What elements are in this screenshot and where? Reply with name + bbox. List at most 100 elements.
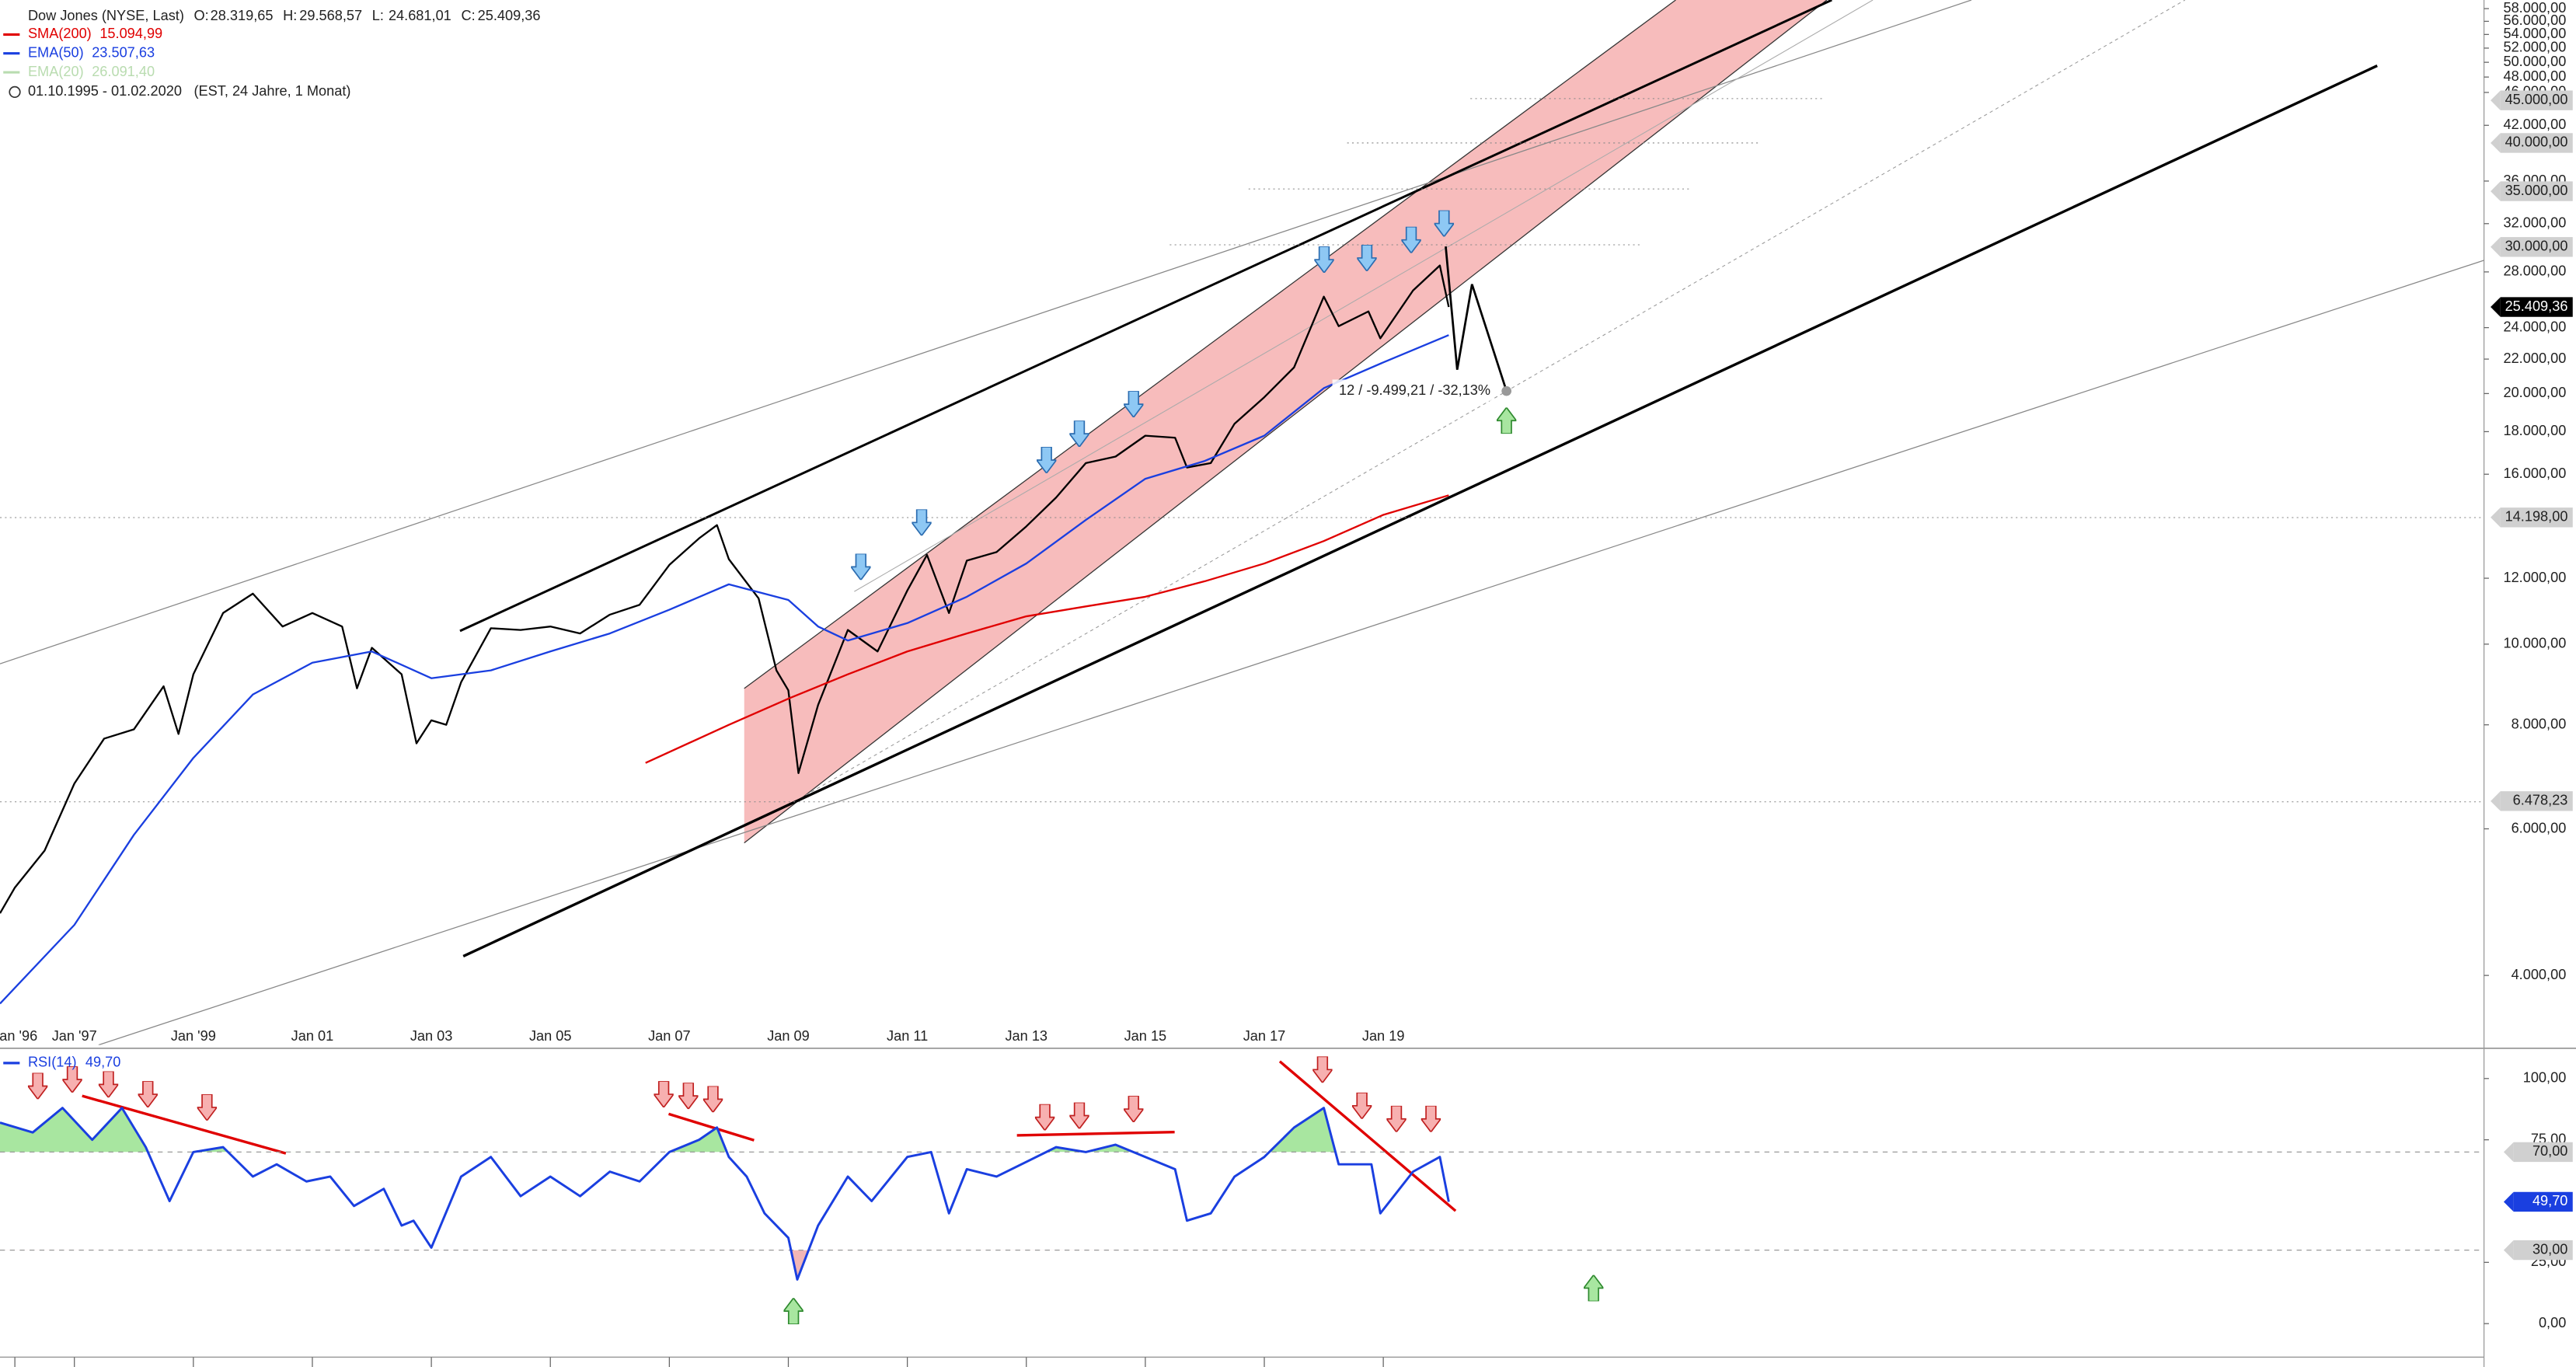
rsi-trend-line [82,1094,287,1155]
legend-name: SMA(200) [28,26,92,41]
rsi-legend-name: RSI(14) [28,1055,77,1070]
annotation-bg [1332,379,1494,401]
data-line [0,264,1450,914]
price-box-label: 40.000,00 [2505,134,2568,150]
clock-icon [9,85,21,99]
ohlc-value: 29.568,57 [299,8,362,23]
projection [1445,246,1508,392]
price-box-tip [2491,133,2501,153]
price-box-tip [2491,297,2501,317]
rsi-trend-lines [82,1060,1457,1212]
instrument-title: Dow Jones (NYSE, Last) [28,8,184,23]
trend-line [788,0,2186,806]
value-box-label: 70,00 [2532,1143,2567,1159]
price-box [2500,133,2573,153]
legend-value: 26.091,40 [92,64,155,79]
data-line [0,1107,1450,1281]
x-tick-label: Jan 05 [529,1028,572,1044]
value-box [2513,1191,2573,1212]
rsi-legend-value: 49,70 [85,1055,120,1070]
value-box-label: 49,70 [2532,1193,2567,1208]
x-tick-label: Jan 17 [1243,1028,1286,1044]
channel-edge [744,0,1828,844]
price-box-tip [2491,237,2501,257]
x-tick-label: Jan 15 [1124,1028,1167,1044]
price-box [2500,297,2573,317]
price-box-tip [2491,791,2501,811]
ohlc-key: C: [461,8,475,23]
y-tick-label: 24.000,00 [2503,319,2566,334]
price-box [2500,181,2573,201]
x-tick-label: Jan 09 [767,1028,810,1044]
y-tick-label: 16.000,00 [2503,466,2566,481]
price-box [2500,791,2573,811]
trend-line [459,0,1832,633]
y-tick-label: 50.000,00 [2503,54,2566,69]
y-tick-label: 56.000,00 [2503,12,2566,28]
x-tick-label: Jan 03 [410,1028,453,1044]
trend-line [98,260,2484,1045]
data-line [0,334,1449,1005]
y-tick-label: 32.000,00 [2503,215,2566,231]
x-tick-label: Jan '99 [171,1028,216,1044]
price-box [2500,237,2573,257]
y-tick-label: 58.000,00 [2503,0,2566,16]
x-tick-label: Jan 19 [1362,1028,1405,1044]
rsi-zone-fill [790,1250,809,1280]
price-box-label: 14.198,00 [2505,509,2568,525]
trend-line [0,0,1972,664]
legend-value: 23.507,63 [92,45,155,61]
y-tick-label: 48.000,00 [2503,68,2566,84]
y-tick-label: 54.000,00 [2503,26,2566,41]
ohlc-key: L: [372,8,384,23]
y-tick-label: 10.000,00 [2503,636,2566,651]
legend-name: EMA(20) [28,64,84,79]
y-tick-label: 6.000,00 [2512,820,2567,835]
x-tick-label: Jan '96 [0,1028,37,1044]
y-tick-label: 12.000,00 [2503,570,2566,585]
price-box-label: 45.000,00 [2505,92,2568,107]
rsi-trend-line [668,1112,755,1142]
period: 01.10.1995 - 01.02.2020 [28,83,182,99]
y-tick-label: 52.000,00 [2503,40,2566,55]
x-tick-label: Jan 01 [291,1028,334,1044]
y-tick-label: 18.000,00 [2503,423,2566,438]
price-box-label: 30.000,00 [2505,239,2568,254]
value-box [2513,1240,2573,1261]
y-tick-label: 28.000,00 [2503,263,2566,279]
legend-name: EMA(50) [28,45,84,61]
y-tick-label: 100,00 [2523,1070,2567,1086]
value-box-tip [2503,1191,2514,1212]
legend: SMA(200) 15.094,99 EMA(50) 23.507,63 EMA(20)… [3,26,162,79]
x-tick-label: Jan '97 [52,1028,97,1044]
projection-point [1501,385,1512,396]
trend-line [462,65,2378,957]
x-tick-label: Jan 07 [648,1028,691,1044]
rsi-trend-line [1278,1060,1457,1212]
price-box-tip [2491,90,2501,110]
rsi-trend-line [1016,1130,1175,1137]
ohlc-value: 25.409,36 [478,8,541,23]
channel-edge [744,0,1676,689]
price-box-label: 25.409,36 [2505,298,2568,314]
ohlc: O: 28.319,65 H: 29.568,57 L: 24.681,01 C: 25.40… [193,8,540,23]
ohlc-key: H: [283,8,297,23]
value-box-tip [2503,1142,2514,1163]
ohlc-value: 28.319,65 [211,8,274,23]
y-tick-label: 42.000,00 [2503,117,2566,132]
y-tick-label: 20.000,00 [2503,385,2566,400]
price-box-tip [2491,181,2501,201]
y-tick-label: 8.000,00 [2512,716,2567,731]
y-tick-label: 4.000,00 [2512,967,2567,982]
ohlc-key: O: [193,8,208,23]
value-box-label: 30,00 [2532,1241,2567,1257]
x-tick-label: Jan 11 [887,1028,928,1044]
price-box-label: 6.478,23 [2513,793,2568,808]
data-line [645,494,1449,764]
price-box [2500,507,2573,528]
ohlc-value: 24.681,01 [389,8,451,23]
